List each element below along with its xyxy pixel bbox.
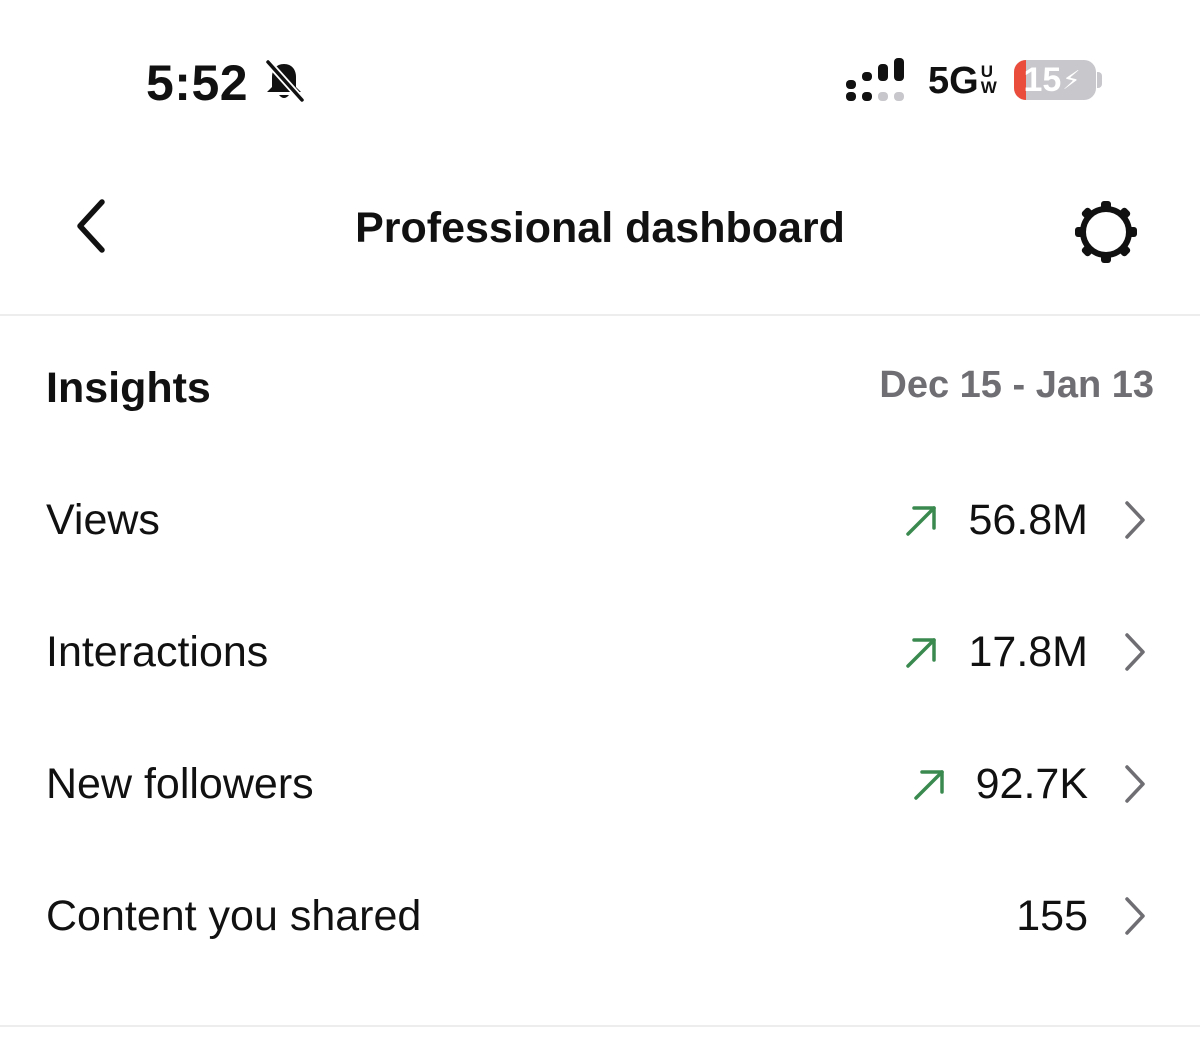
back-button[interactable] <box>60 196 120 256</box>
trend-up-icon <box>902 500 942 540</box>
settings-button[interactable] <box>1070 196 1142 268</box>
chevron-right-icon <box>1122 762 1148 806</box>
trend-up-icon <box>902 632 942 672</box>
network-indicator: 5G U W <box>928 60 997 104</box>
insight-row-views[interactable]: Views 56.8M <box>0 454 1200 586</box>
chevron-right-icon <box>1122 630 1148 674</box>
insights-header: Insights Dec 15 - Jan 13 <box>46 358 1154 418</box>
network-suffix: U W <box>980 62 997 97</box>
row-value: 155 <box>1016 891 1088 940</box>
chevron-left-icon <box>77 199 105 253</box>
nav-header: Professional dashboard <box>0 160 1200 316</box>
page-title: Professional dashboard <box>355 204 845 252</box>
network-type: 5G <box>928 60 979 102</box>
chevron-right-icon <box>1122 894 1148 938</box>
row-label: Views <box>46 496 160 544</box>
gear-icon <box>1075 201 1137 263</box>
row-label: Content you shared <box>46 892 422 940</box>
bolt-icon: ⚡︎ <box>1062 64 1081 95</box>
status-time: 5:52 <box>146 55 249 111</box>
battery-tip <box>1097 72 1102 88</box>
insight-row-interactions[interactable]: Interactions 17.8M <box>0 586 1200 718</box>
row-value: 56.8M <box>968 495 1088 544</box>
row-label: Interactions <box>46 628 269 676</box>
battery-level: 15 ⚡︎ <box>1014 60 1090 100</box>
row-right: 56.8M <box>902 494 1148 546</box>
row-right: 17.8M <box>902 626 1148 678</box>
trend-up-icon <box>910 764 950 804</box>
signal-icon <box>844 58 910 104</box>
insight-row-content-shared[interactable]: Content you shared 155 <box>0 850 1200 982</box>
row-right: 155 <box>1016 890 1148 942</box>
network-suffix-bottom: W <box>980 78 997 97</box>
battery-percent: 15 <box>1023 60 1062 99</box>
battery-icon: 15 ⚡︎ <box>1014 60 1096 100</box>
bottom-divider <box>0 1025 1200 1027</box>
row-label: New followers <box>46 760 314 808</box>
chevron-right-icon <box>1122 498 1148 542</box>
row-right: 92.7K <box>910 758 1148 810</box>
insight-row-new-followers[interactable]: New followers 92.7K <box>0 718 1200 850</box>
date-range[interactable]: Dec 15 - Jan 13 <box>879 364 1154 406</box>
bell-slash-icon <box>262 58 306 104</box>
status-bar: 5:52 5G U W 15 ⚡︎ <box>0 0 1200 160</box>
row-value: 92.7K <box>975 759 1088 808</box>
battery-fill <box>1014 60 1027 100</box>
row-value: 17.8M <box>968 627 1088 676</box>
insights-title: Insights <box>46 364 211 412</box>
insights-list: Views 56.8M Interactions 17.8M New follo… <box>0 454 1200 982</box>
network-suffix-top: U <box>980 62 993 81</box>
